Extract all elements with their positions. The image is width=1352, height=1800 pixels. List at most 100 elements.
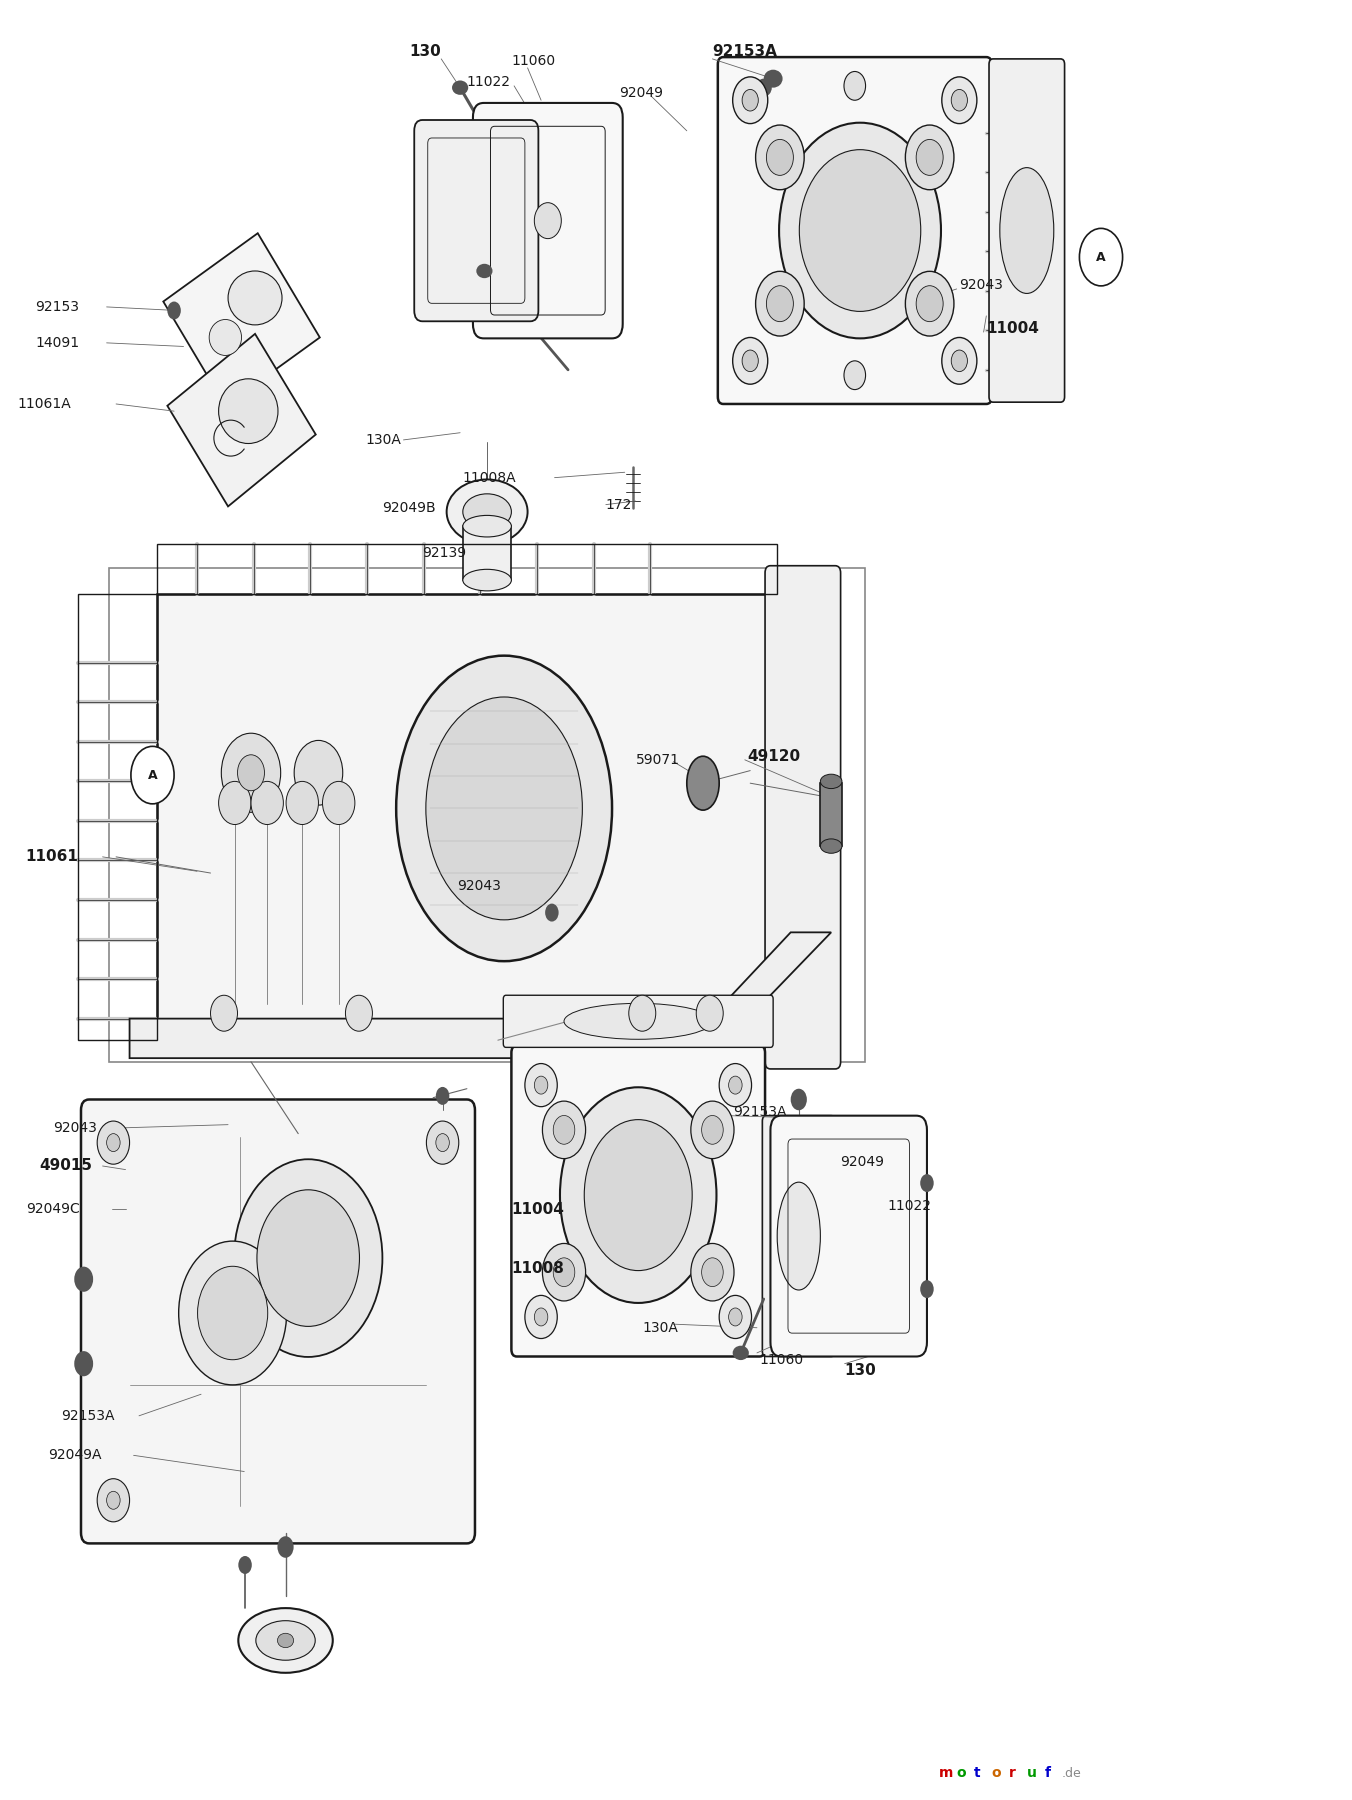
Text: 11008: 11008 — [511, 1262, 564, 1276]
Ellipse shape — [462, 515, 511, 536]
Text: 172: 172 — [606, 497, 633, 511]
Ellipse shape — [942, 77, 977, 124]
Text: 92049B: 92049B — [381, 500, 435, 515]
Ellipse shape — [323, 781, 354, 824]
Ellipse shape — [277, 1633, 293, 1647]
Ellipse shape — [733, 77, 768, 124]
Text: 14091: 14091 — [35, 337, 80, 349]
Ellipse shape — [767, 286, 794, 322]
Ellipse shape — [691, 1102, 734, 1159]
Ellipse shape — [197, 1265, 268, 1359]
Polygon shape — [164, 234, 320, 405]
Text: A: A — [1096, 250, 1106, 263]
Ellipse shape — [560, 1087, 717, 1303]
Ellipse shape — [729, 1076, 742, 1094]
Bar — [110, 567, 865, 1062]
Text: 11008A: 11008A — [462, 470, 516, 484]
Ellipse shape — [564, 1003, 713, 1039]
Ellipse shape — [256, 1620, 315, 1660]
Ellipse shape — [97, 1480, 130, 1521]
Ellipse shape — [462, 569, 511, 590]
Bar — [462, 526, 511, 580]
Ellipse shape — [131, 747, 174, 805]
Ellipse shape — [799, 149, 921, 311]
Text: 11060: 11060 — [511, 54, 556, 68]
Ellipse shape — [542, 1102, 585, 1159]
Ellipse shape — [74, 1267, 93, 1292]
Text: 92043: 92043 — [457, 878, 502, 893]
Ellipse shape — [534, 1076, 548, 1094]
Text: 130A: 130A — [642, 1321, 679, 1336]
Ellipse shape — [396, 655, 612, 961]
Ellipse shape — [729, 1309, 742, 1327]
FancyBboxPatch shape — [718, 58, 992, 403]
Text: 92049A: 92049A — [49, 1449, 103, 1462]
Ellipse shape — [222, 733, 281, 812]
Text: 11022: 11022 — [466, 76, 511, 90]
Ellipse shape — [210, 319, 242, 355]
Ellipse shape — [534, 1309, 548, 1327]
Ellipse shape — [767, 139, 794, 175]
Ellipse shape — [764, 70, 783, 88]
Ellipse shape — [277, 1535, 293, 1557]
Ellipse shape — [238, 754, 265, 790]
Text: 92049: 92049 — [841, 1156, 884, 1170]
Ellipse shape — [107, 1134, 120, 1152]
Ellipse shape — [542, 1244, 585, 1301]
Ellipse shape — [844, 360, 865, 389]
Ellipse shape — [211, 995, 238, 1031]
Ellipse shape — [295, 740, 343, 805]
Ellipse shape — [742, 349, 758, 371]
Text: 49120: 49120 — [748, 749, 800, 763]
Ellipse shape — [107, 1490, 120, 1508]
Ellipse shape — [821, 839, 842, 853]
Ellipse shape — [219, 781, 251, 824]
Ellipse shape — [777, 1183, 821, 1291]
Text: m: m — [940, 1766, 953, 1780]
Ellipse shape — [906, 124, 955, 189]
Text: t: t — [975, 1766, 980, 1780]
Ellipse shape — [629, 995, 656, 1031]
Ellipse shape — [238, 1555, 251, 1573]
Ellipse shape — [952, 349, 968, 371]
Ellipse shape — [942, 337, 977, 383]
Ellipse shape — [251, 781, 284, 824]
Bar — [78, 594, 157, 1040]
Polygon shape — [130, 932, 831, 1058]
Ellipse shape — [742, 90, 758, 112]
Text: 59071: 59071 — [635, 752, 680, 767]
Text: 92153A: 92153A — [61, 1409, 115, 1422]
Ellipse shape — [821, 774, 842, 788]
Ellipse shape — [844, 72, 865, 101]
Text: 11060: 11060 — [760, 1354, 804, 1366]
Ellipse shape — [779, 122, 941, 338]
Ellipse shape — [74, 1352, 93, 1377]
Text: 11022: 11022 — [888, 1199, 932, 1213]
Ellipse shape — [917, 139, 944, 175]
Ellipse shape — [257, 1190, 360, 1327]
Text: o: o — [957, 1766, 967, 1780]
Ellipse shape — [691, 1244, 734, 1301]
Ellipse shape — [219, 378, 279, 443]
Ellipse shape — [476, 265, 492, 279]
FancyBboxPatch shape — [414, 121, 538, 320]
Ellipse shape — [287, 781, 319, 824]
Text: 11061: 11061 — [26, 850, 78, 864]
Ellipse shape — [228, 272, 283, 324]
Ellipse shape — [545, 904, 558, 922]
FancyBboxPatch shape — [503, 995, 773, 1048]
Text: 92153A: 92153A — [713, 45, 777, 59]
Ellipse shape — [696, 995, 723, 1031]
Bar — [821, 783, 842, 846]
Ellipse shape — [921, 1174, 934, 1192]
Ellipse shape — [702, 1258, 723, 1287]
Ellipse shape — [917, 286, 944, 322]
Text: .de: .de — [1061, 1768, 1082, 1780]
Text: 130: 130 — [845, 1363, 876, 1379]
Ellipse shape — [452, 81, 468, 95]
Ellipse shape — [534, 203, 561, 239]
Text: u: u — [1026, 1766, 1037, 1780]
Text: 49015: 49015 — [39, 1159, 92, 1174]
Ellipse shape — [733, 337, 768, 383]
Text: 11004: 11004 — [511, 1202, 564, 1217]
